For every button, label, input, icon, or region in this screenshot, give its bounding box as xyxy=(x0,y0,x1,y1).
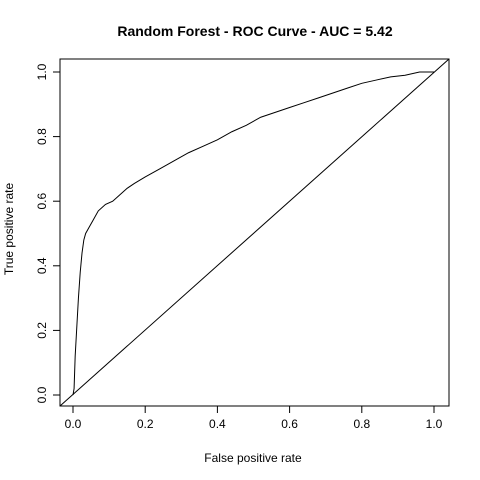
x-tick-label: 0.4 xyxy=(209,417,226,431)
y-tick-label: 0.2 xyxy=(35,322,49,339)
reference-diagonal-line xyxy=(59,58,450,407)
plot-area: 0.0 0.2 0.4 0.6 0.8 1.0 0.0 0.2 0.4 0.6 0.8 1.0 xyxy=(35,58,450,431)
y-tick-label: 0.8 xyxy=(35,128,49,145)
x-tick-label: 0.0 xyxy=(65,417,82,431)
x-tick-label: 0.2 xyxy=(137,417,154,431)
y-tick-label: 0.4 xyxy=(35,257,49,274)
y-tick-label: 1.0 xyxy=(35,63,49,80)
y-axis-label: True positive rate xyxy=(2,183,16,276)
x-tick-label: 0.6 xyxy=(281,417,298,431)
y-tick-label: 0.0 xyxy=(35,386,49,403)
x-tick-label: 0.8 xyxy=(353,417,370,431)
y-tick-label: 0.6 xyxy=(35,193,49,210)
chart-title: Random Forest - ROC Curve - AUC = 5.42 xyxy=(117,23,392,39)
x-tick-label: 1.0 xyxy=(426,417,443,431)
x-axis-label: False positive rate xyxy=(204,451,302,465)
roc-curve-line xyxy=(72,71,434,396)
